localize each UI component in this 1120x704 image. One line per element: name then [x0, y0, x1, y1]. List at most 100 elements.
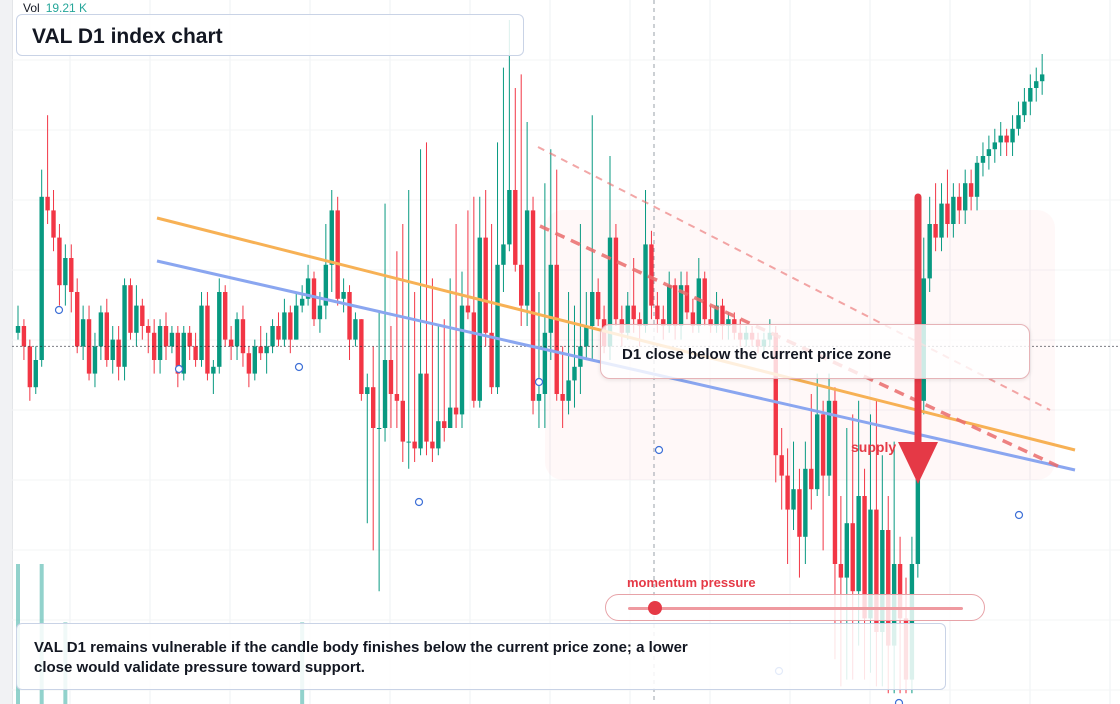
trendline-anchor: [654, 445, 664, 455]
candle-body: [157, 326, 163, 360]
candle-body: [501, 244, 506, 265]
candle-body: [726, 319, 731, 326]
callout-text: D1 close below the current price zone: [622, 346, 892, 363]
candle-body: [382, 360, 388, 428]
candle-body: [957, 196, 962, 211]
candle-body: [21, 326, 27, 347]
candle-body: [163, 326, 169, 347]
candle-body: [211, 366, 216, 374]
candle-body: [779, 455, 784, 476]
candle-body: [880, 530, 885, 632]
momentum-label: momentum pressure: [627, 575, 756, 590]
channel-lower-dashed: [539, 224, 1063, 470]
candle-body: [519, 264, 524, 306]
candle-body: [613, 237, 619, 320]
candle-body: [199, 305, 204, 360]
candle-body: [442, 421, 447, 428]
candle-body: [311, 278, 317, 320]
trendline-anchor: [414, 497, 424, 507]
candle-body: [394, 394, 400, 401]
close-below-callout: D1 close below the current price zone: [600, 324, 1030, 379]
candle-body: [536, 394, 542, 401]
bearish-arrow-head: [898, 442, 938, 484]
candle-body: [305, 278, 311, 299]
candle-body: [974, 162, 980, 197]
supply-zone-label: supply: [851, 439, 897, 455]
candle-body: [554, 264, 559, 394]
candle-body: [803, 468, 808, 537]
candle-body: [649, 244, 654, 306]
candle-body: [282, 312, 287, 340]
candle-body: [406, 441, 411, 443]
candle-body: [471, 312, 477, 401]
candle-body: [661, 319, 666, 326]
candle-body: [951, 196, 956, 224]
candle-body: [607, 237, 613, 347]
candle-body: [418, 373, 423, 449]
candle-body: [489, 332, 494, 388]
candle-body: [945, 203, 950, 224]
candle-body: [643, 244, 648, 326]
candle-body: [39, 196, 44, 360]
candle-body: [1010, 128, 1015, 143]
momentum-pressure-meter: [605, 594, 985, 621]
candle-body: [341, 292, 346, 299]
chart-title: VAL D1 index chart: [32, 25, 223, 48]
candle-body: [909, 564, 915, 680]
candle-body: [335, 210, 340, 299]
candle-body: [116, 339, 121, 367]
trendline-anchor: [54, 305, 64, 315]
candle-body: [430, 441, 435, 449]
candle-body: [376, 428, 382, 429]
candle-body: [684, 285, 690, 313]
candle-body: [264, 346, 269, 354]
candle-body: [584, 326, 589, 347]
left-price-gutter: [0, 0, 13, 704]
candle-body: [359, 319, 364, 394]
title-panel: VAL D1 index chart: [16, 14, 524, 56]
candle-body: [655, 305, 660, 320]
candle-body: [92, 346, 98, 374]
candle-body: [826, 400, 832, 476]
candle-body: [104, 312, 109, 360]
candle-body: [507, 190, 512, 245]
candle-body: [809, 468, 814, 490]
candle-body: [1034, 81, 1039, 88]
candle-body: [459, 305, 465, 415]
candle-body: [968, 183, 974, 197]
candle-body: [963, 183, 968, 211]
candle-body: [986, 149, 992, 156]
candle-body: [169, 332, 175, 347]
volume-readout: Vol 19.21 K: [23, 1, 87, 15]
candle-body: [447, 407, 453, 428]
candle-body: [234, 319, 240, 347]
candle-body: [672, 285, 678, 326]
candle-body: [1039, 74, 1045, 82]
candle-body: [560, 394, 565, 401]
candle-body: [844, 523, 849, 578]
candle-body: [436, 421, 441, 449]
candle-body: [323, 264, 329, 306]
candle-body: [595, 292, 601, 320]
candle-body: [27, 346, 33, 388]
candle-body: [33, 360, 38, 388]
candle-body: [832, 400, 838, 564]
candle-body: [1016, 115, 1021, 129]
trendline-anchor: [294, 362, 304, 372]
candle-body: [530, 210, 536, 401]
candle-body: [886, 530, 891, 646]
candle-body: [98, 312, 104, 347]
candle-body: [371, 387, 376, 428]
analysis-note-panel: VAL D1 remains vulnerable if the candle …: [16, 623, 946, 690]
candle-body: [80, 319, 86, 347]
candle-body: [365, 387, 370, 394]
candle-body: [128, 285, 133, 333]
candle-body: [667, 285, 672, 326]
candle-body: [791, 489, 796, 510]
candle-body: [205, 305, 210, 374]
candle-body: [513, 190, 518, 265]
candle-body: [797, 489, 802, 537]
candle-body: [193, 346, 198, 360]
candle-body: [276, 326, 281, 340]
